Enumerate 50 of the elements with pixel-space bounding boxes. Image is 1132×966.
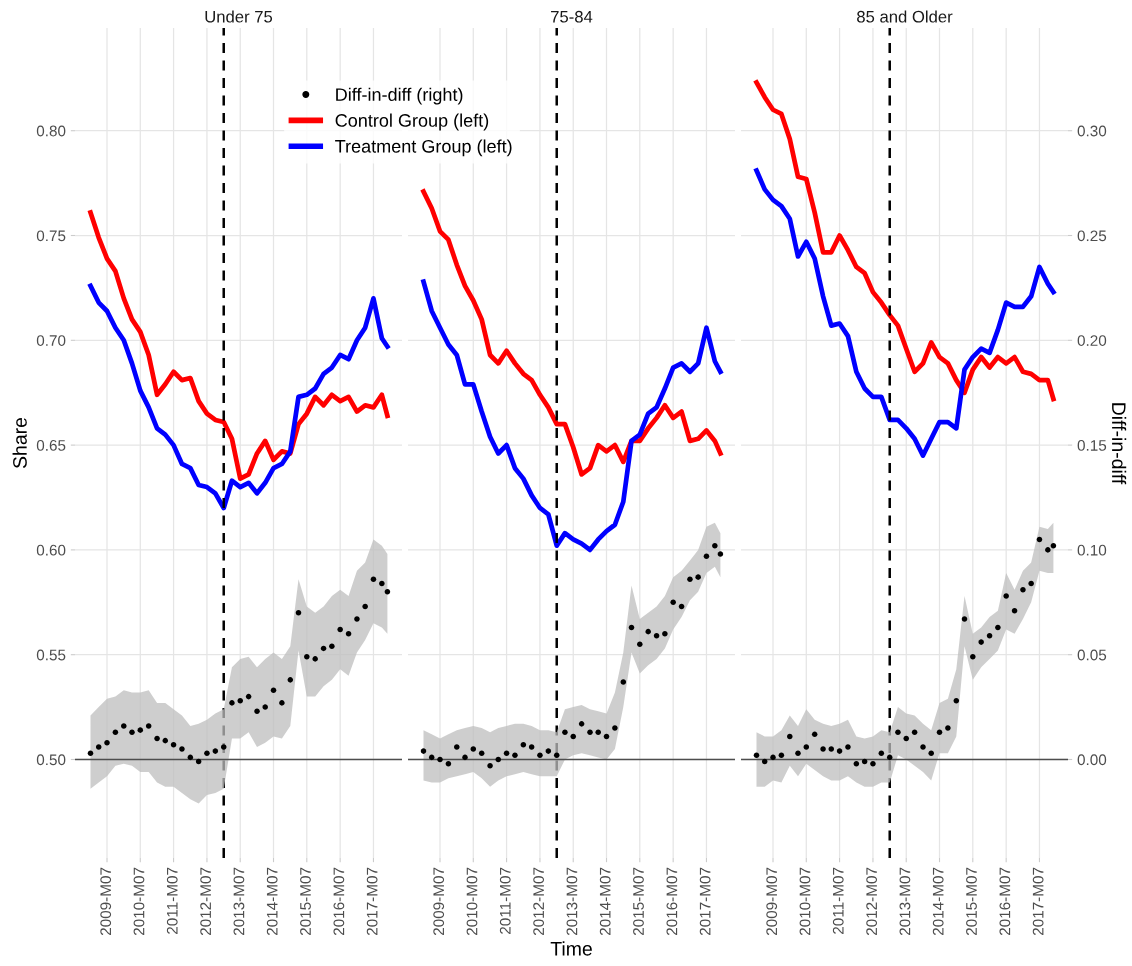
x-tick-label: 2009-M07: [100, 867, 112, 936]
x-tick-label: 2012-M07: [533, 867, 545, 936]
x-tick-label: 2013-M07: [233, 867, 245, 936]
x-tick-label: 2016-M07: [666, 867, 678, 936]
legend-label: Treatment Group (left): [335, 139, 512, 157]
legend-label: Control Group (left): [335, 113, 489, 131]
y2-tick-label: 0.25: [1077, 230, 1107, 242]
x-tick-label: 2014-M07: [932, 867, 944, 936]
y2-tick-label: 0.15: [1077, 439, 1107, 451]
y2-tick-label: 0.10: [1077, 544, 1107, 556]
chart-title: 85 and Older: [857, 10, 953, 23]
x-tick-label: 2014-M07: [266, 867, 278, 936]
x-tick-label: 2016-M07: [999, 867, 1011, 936]
x-tick-label: 2010-M07: [799, 867, 811, 936]
x-tick-label: 2009-M07: [766, 867, 778, 936]
y2-tick-label: 0.20: [1077, 335, 1107, 346]
x-tick-label: 2010-M07: [466, 867, 478, 936]
y-tick-label: 0.55: [36, 649, 66, 661]
x-tick-label: 2013-M07: [899, 867, 911, 936]
y2-tick-label: 0.00: [1077, 754, 1107, 766]
x-tick-label: 2015-M07: [966, 867, 977, 936]
y-tick-label: 0.60: [36, 544, 66, 556]
y-tick-label: 0.70: [36, 335, 66, 346]
y-tick-label: 0.75: [36, 230, 66, 242]
y-tick-label: 0.65: [36, 439, 66, 451]
x-tick-label: 2016-M07: [333, 867, 345, 936]
legend-label: Diff-in-diff (right): [336, 87, 463, 105]
y2-tick-label: 0.05: [1077, 649, 1107, 661]
x-tick-label: 2012-M07: [866, 867, 878, 936]
y-tick-label: 0.50: [36, 754, 66, 766]
y-axis-title: Share: [12, 417, 27, 469]
x-tick-label: 2009-M07: [433, 867, 445, 936]
y-tick-label: 0.80: [36, 125, 66, 137]
x-tick-label: 2015-M07: [300, 867, 311, 936]
x-tick-label: 2011-M07: [166, 867, 178, 934]
x-tick-label: 2015-M07: [633, 867, 644, 936]
y2-axis-title: Diff-in-diff: [1111, 403, 1127, 485]
x-tick-label: 2017-M07: [366, 867, 378, 936]
x-tick-label: 2014-M07: [599, 867, 611, 936]
x-tick-label: 2017-M07: [699, 867, 711, 936]
x-tick-label: 2013-M07: [566, 867, 578, 936]
x-tick-label: 2011-M07: [499, 867, 511, 934]
chart-title: 75-84: [551, 10, 593, 23]
x-tick-label: 2011-M07: [832, 867, 844, 934]
x-tick-label: 2012-M07: [200, 867, 212, 936]
x-tick-label: 2010-M07: [133, 867, 145, 936]
chart-title: Under 75: [205, 10, 273, 23]
x-tick-label: 2017-M07: [1032, 867, 1044, 936]
y2-tick-label: 0.30: [1077, 125, 1107, 137]
x-axis-title: Time: [550, 941, 592, 956]
